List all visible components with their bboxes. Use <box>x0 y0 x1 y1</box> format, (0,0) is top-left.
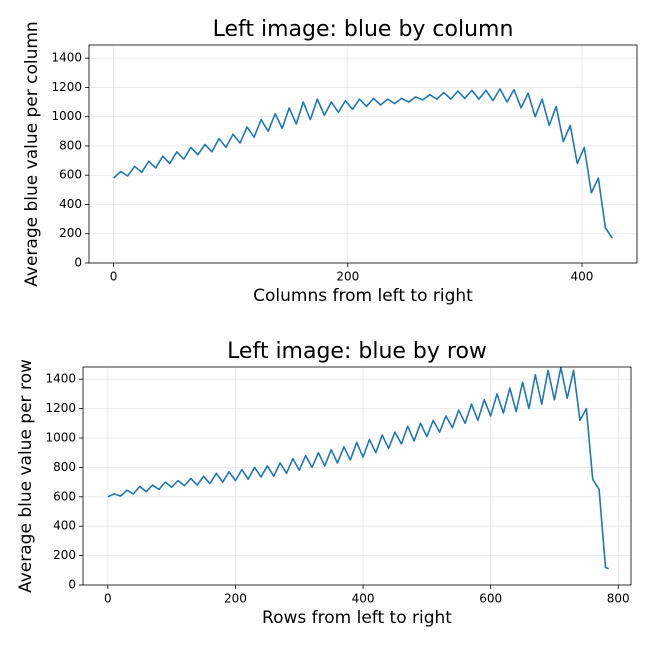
y-tick-label: 1000 <box>51 109 82 123</box>
y-tick-label: 800 <box>59 138 82 152</box>
y-tick-label: 1400 <box>51 51 82 65</box>
y-tick-label: 200 <box>59 226 82 240</box>
y-tick-label: 400 <box>53 519 76 533</box>
x-tick-label: 400 <box>571 270 594 284</box>
y-tick-label: 200 <box>53 548 76 562</box>
y-tick-label: 1000 <box>45 431 76 445</box>
x-tick-label: 600 <box>479 592 502 606</box>
x-tick-label: 200 <box>224 592 247 606</box>
chart-title: Left image: blue by row <box>227 339 487 364</box>
y-axis-label: Average blue value per row <box>16 359 36 593</box>
y-tick-label: 0 <box>68 578 76 592</box>
x-tick-label: 800 <box>607 592 630 606</box>
y-tick-label: 600 <box>59 168 82 182</box>
y-tick-label: 400 <box>59 197 82 211</box>
y-tick-label: 1200 <box>51 80 82 94</box>
x-axis-label: Rows from left to right <box>262 608 452 628</box>
x-tick-label: 400 <box>352 592 375 606</box>
data-line <box>113 88 614 239</box>
x-axis-label: Columns from left to right <box>253 286 473 306</box>
data-line <box>107 366 610 570</box>
chart-title: Left image: blue by column <box>213 17 514 42</box>
x-tick-label: 200 <box>336 270 359 284</box>
axes-frame <box>82 366 632 586</box>
y-tick-label: 600 <box>53 489 76 503</box>
x-tick-label: 0 <box>110 270 118 284</box>
y-tick-label: 1400 <box>45 372 76 386</box>
y-tick-label: 1200 <box>45 401 76 415</box>
axes-frame <box>88 44 638 264</box>
y-tick-label: 0 <box>74 256 82 270</box>
y-axis-label: Average blue value per column <box>22 21 42 286</box>
x-tick-label: 0 <box>104 592 112 606</box>
y-tick-label: 800 <box>53 460 76 474</box>
